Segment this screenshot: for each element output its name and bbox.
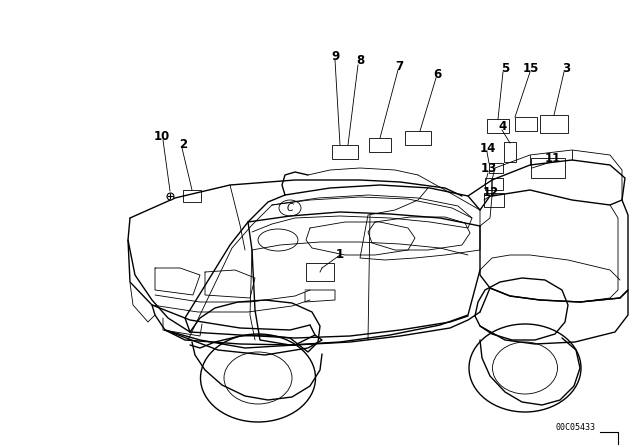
Bar <box>487 119 509 133</box>
Text: 2: 2 <box>179 138 187 151</box>
Bar <box>332 145 358 159</box>
Text: 4: 4 <box>499 120 507 133</box>
Text: 12: 12 <box>483 185 499 198</box>
Text: 00C05433: 00C05433 <box>556 423 596 432</box>
Text: 10: 10 <box>154 129 170 142</box>
Text: 7: 7 <box>395 60 403 73</box>
Text: 1: 1 <box>336 249 344 262</box>
Bar <box>485 178 503 190</box>
Text: 11: 11 <box>545 151 561 164</box>
Text: 15: 15 <box>523 61 539 74</box>
Bar <box>369 138 391 152</box>
Bar <box>515 117 537 131</box>
Bar <box>531 158 565 178</box>
Text: C: C <box>287 203 293 213</box>
Bar <box>504 142 516 162</box>
Text: 8: 8 <box>356 55 364 68</box>
Bar <box>405 131 431 145</box>
Bar <box>306 263 334 281</box>
Bar <box>484 193 504 207</box>
Text: 5: 5 <box>501 61 509 74</box>
Bar <box>489 163 503 173</box>
Bar <box>183 190 201 202</box>
Text: 9: 9 <box>332 49 340 63</box>
Text: 14: 14 <box>480 142 496 155</box>
Text: 6: 6 <box>433 68 441 81</box>
Text: 13: 13 <box>481 163 497 176</box>
Bar <box>540 115 568 133</box>
Text: 3: 3 <box>562 61 570 74</box>
